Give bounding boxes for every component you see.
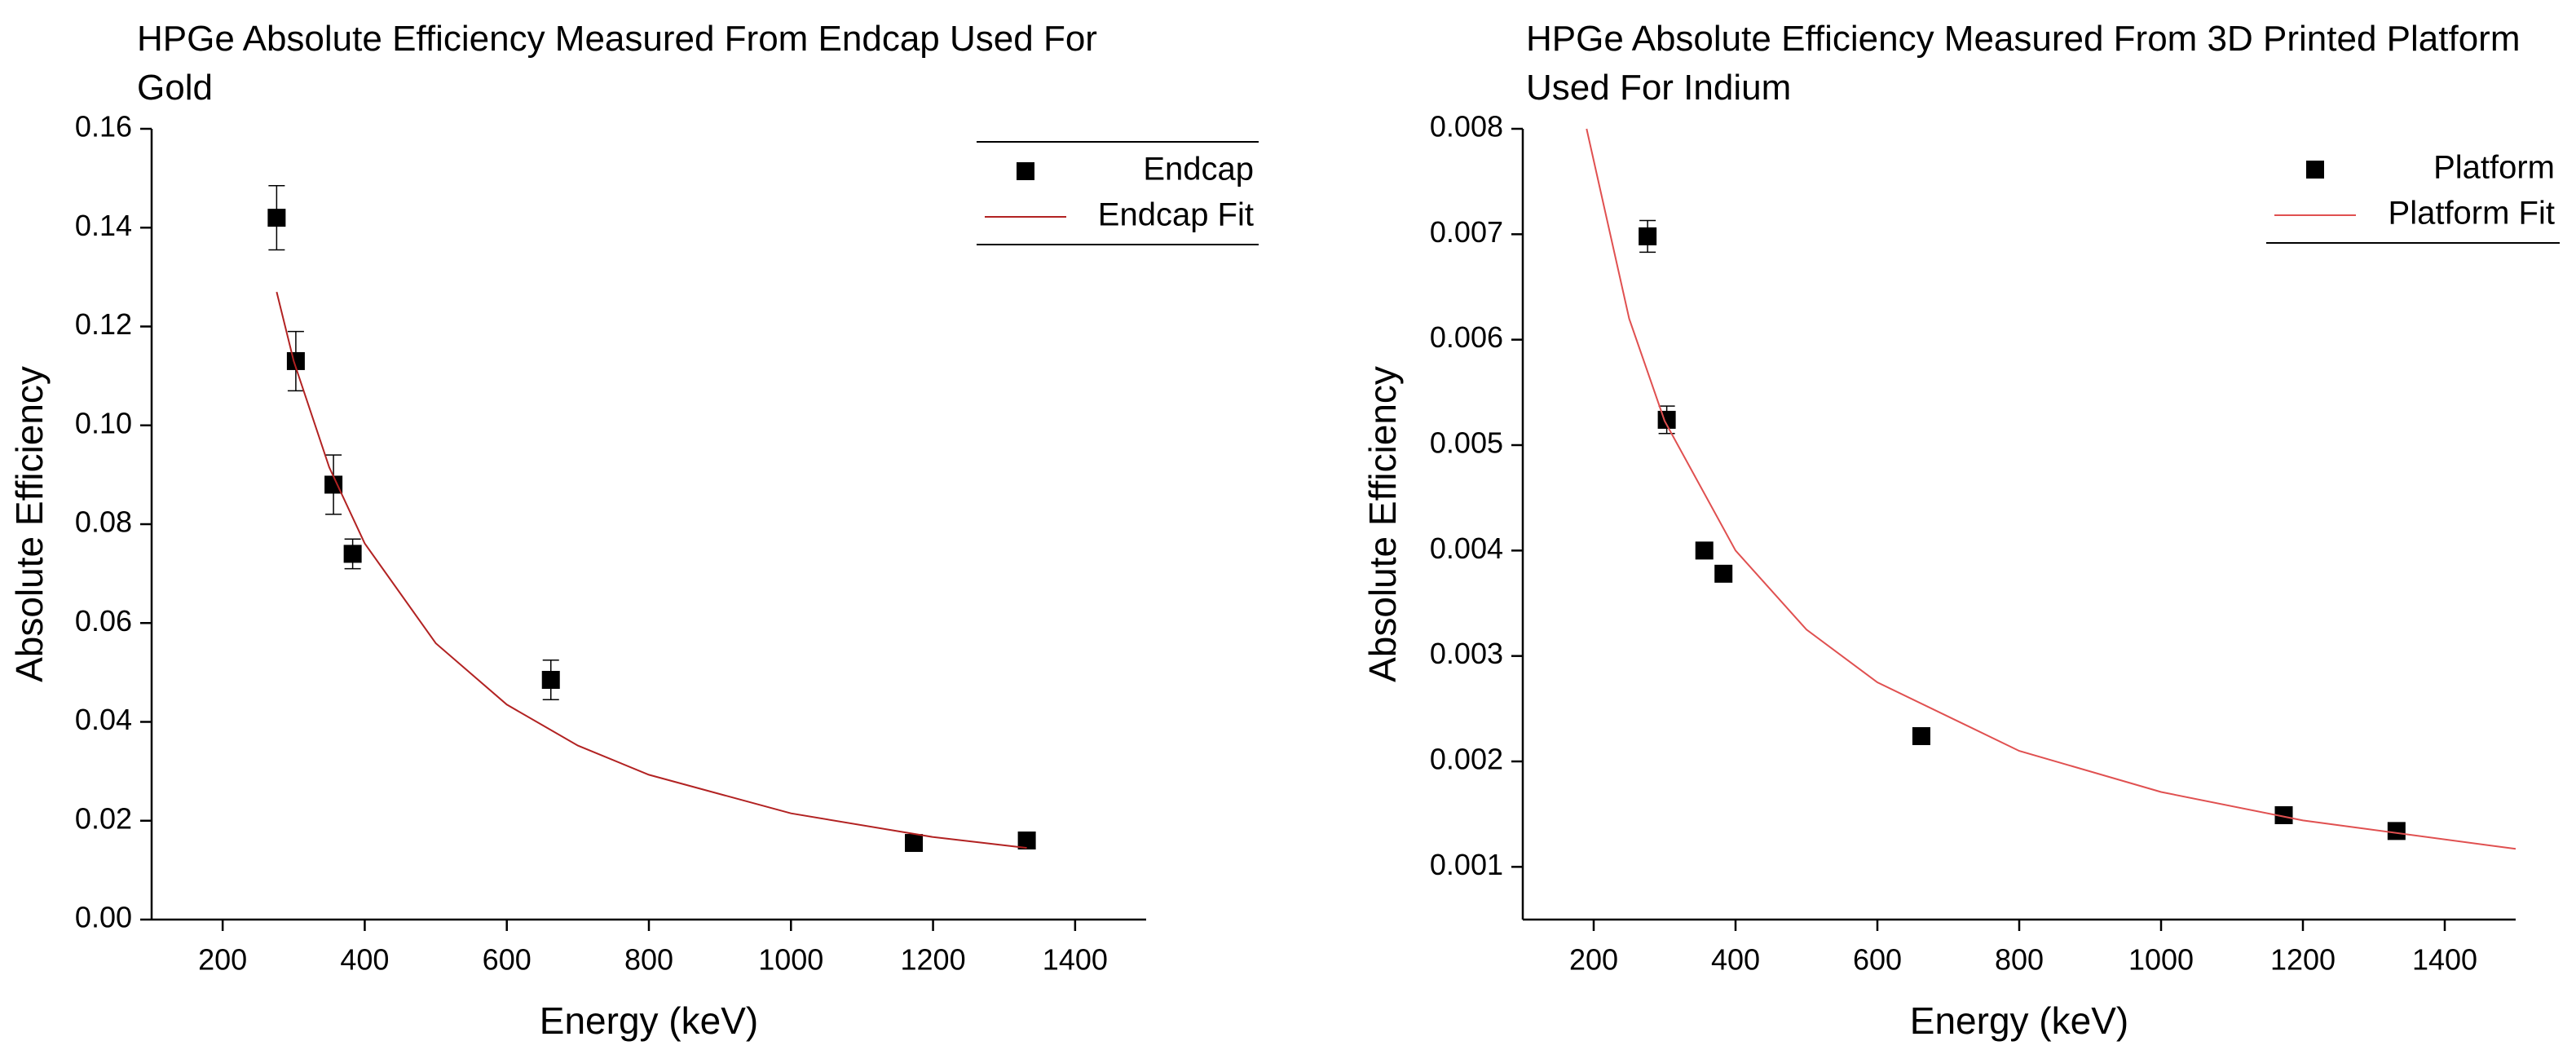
y-tick-label: 0.004 bbox=[1430, 532, 1503, 565]
fit-line bbox=[1586, 128, 2516, 850]
data-point bbox=[324, 475, 343, 494]
x-tick-label: 1000 bbox=[2128, 943, 2194, 977]
y-tick-label: 0.001 bbox=[1430, 848, 1503, 881]
y-axis-label: Absolute Efficiency bbox=[1361, 366, 1404, 682]
data-point bbox=[1017, 832, 1036, 849]
x-tick-label: 1000 bbox=[758, 943, 823, 977]
data-point bbox=[1695, 541, 1714, 560]
y-tick-label: 0.005 bbox=[1430, 426, 1503, 460]
x-tick-label: 1200 bbox=[901, 943, 966, 977]
legend-label: Platform Fit bbox=[2389, 196, 2555, 232]
data-point bbox=[1714, 564, 1733, 583]
legend-label: Platform bbox=[2433, 150, 2555, 186]
y-tick-label: 0.02 bbox=[75, 801, 132, 835]
x-tick-label: 1200 bbox=[2270, 943, 2336, 977]
data-point bbox=[2387, 822, 2406, 840]
x-tick-label: 1400 bbox=[1043, 943, 1108, 977]
data-point bbox=[905, 834, 924, 853]
y-tick-label: 0.06 bbox=[75, 604, 132, 638]
x-tick-label: 200 bbox=[1569, 943, 1618, 977]
y-tick-label: 0.008 bbox=[1430, 110, 1503, 143]
data-point bbox=[1912, 726, 1930, 745]
y-tick-label: 0.007 bbox=[1430, 215, 1503, 249]
x-tick-label: 200 bbox=[198, 943, 247, 977]
x-axis-label: Energy (keV) bbox=[540, 999, 758, 1042]
x-tick-label: 600 bbox=[483, 943, 532, 977]
legend-label: Endcap bbox=[1143, 152, 1254, 188]
x-tick-label: 400 bbox=[340, 943, 389, 977]
x-tick-label: 400 bbox=[1711, 943, 1760, 977]
x-tick-label: 800 bbox=[1995, 943, 2044, 977]
legend-marker bbox=[2306, 161, 2324, 179]
y-tick-label: 0.00 bbox=[75, 901, 132, 934]
x-tick-label: 1400 bbox=[2412, 943, 2477, 977]
data-point bbox=[541, 670, 560, 689]
legend-label: Endcap Fit bbox=[1098, 197, 1254, 233]
y-tick-label: 0.12 bbox=[75, 307, 132, 341]
chart-title: HPGe Absolute Efficiency Measured From 3… bbox=[1526, 19, 2521, 108]
data-point bbox=[343, 545, 362, 563]
y-tick-label: 0.14 bbox=[75, 209, 132, 242]
y-tick-label: 0.04 bbox=[75, 703, 132, 736]
y-tick-label: 0.006 bbox=[1430, 320, 1503, 354]
y-tick-label: 0.002 bbox=[1430, 743, 1503, 776]
x-tick-label: 800 bbox=[624, 943, 673, 977]
y-tick-label: 0.16 bbox=[75, 110, 132, 143]
fit-line bbox=[276, 291, 1027, 849]
x-tick-label: 600 bbox=[1853, 943, 1902, 977]
data-point bbox=[267, 209, 286, 227]
data-point bbox=[1639, 227, 1657, 245]
data-point bbox=[2274, 805, 2293, 824]
legend-marker bbox=[1017, 162, 1034, 180]
y-tick-label: 0.08 bbox=[75, 505, 132, 539]
data-point bbox=[286, 351, 305, 370]
x-axis-label: Energy (keV) bbox=[1910, 999, 2128, 1042]
y-tick-label: 0.003 bbox=[1430, 637, 1503, 670]
y-axis-label: Absolute Efficiency bbox=[8, 366, 51, 682]
chart-title: HPGe Absolute Efficiency Measured From E… bbox=[137, 19, 1097, 108]
y-tick-label: 0.10 bbox=[75, 406, 132, 439]
